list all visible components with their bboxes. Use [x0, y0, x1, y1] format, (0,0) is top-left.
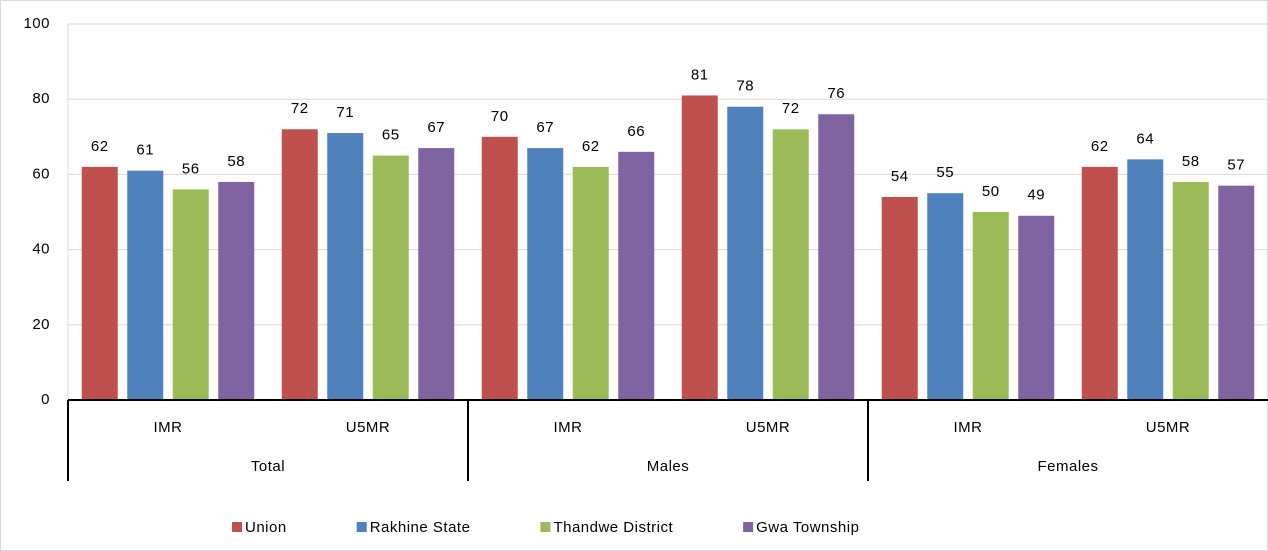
- bar: [327, 133, 364, 401]
- group-label: Males: [647, 458, 690, 475]
- value-label: 78: [736, 78, 754, 95]
- bar: [772, 129, 809, 400]
- value-label: 70: [491, 108, 509, 125]
- bar: [1172, 181, 1209, 400]
- bar: [618, 151, 655, 400]
- legend-swatch: [232, 522, 242, 532]
- value-label: 65: [382, 127, 400, 144]
- value-label: 50: [982, 183, 1000, 200]
- bar: [572, 166, 609, 400]
- bar: [418, 148, 455, 400]
- bar: [881, 196, 918, 400]
- value-label: 64: [1136, 130, 1154, 147]
- value-label: 66: [627, 123, 645, 140]
- bar: [218, 181, 255, 400]
- legend-swatch: [356, 522, 367, 532]
- x-tick-label: U5MR: [1146, 419, 1191, 436]
- y-tick-label: 100: [23, 15, 50, 32]
- value-label: 62: [91, 138, 109, 155]
- group-label: Females: [1037, 458, 1098, 475]
- value-label: 81: [691, 66, 709, 83]
- value-label: 61: [136, 142, 154, 159]
- bar: [818, 114, 855, 401]
- bar: [1218, 185, 1255, 400]
- value-label: 72: [782, 100, 800, 117]
- y-tick-label: 60: [32, 165, 50, 182]
- bar: [1127, 159, 1164, 400]
- bar: [481, 136, 518, 401]
- y-tick-label: 40: [32, 241, 50, 258]
- value-label: 67: [536, 119, 554, 136]
- value-label: 67: [427, 119, 445, 136]
- y-tick-label: 20: [32, 316, 50, 333]
- value-label: 62: [1091, 138, 1109, 155]
- bar: [1018, 215, 1055, 400]
- bar: [927, 193, 964, 400]
- x-tick-label: IMR: [554, 419, 583, 436]
- value-label: 56: [182, 160, 200, 177]
- value-label: 55: [936, 164, 954, 181]
- bar: [172, 189, 209, 400]
- bar: [527, 148, 564, 400]
- bar: [281, 129, 318, 400]
- value-label: 57: [1227, 157, 1245, 174]
- group-label: Total: [251, 458, 285, 475]
- bar: [1081, 166, 1118, 400]
- legend-swatch: [540, 522, 551, 532]
- value-label: 76: [827, 85, 845, 102]
- y-tick-label: 0: [41, 391, 50, 408]
- bar: [972, 212, 1009, 400]
- bar: [81, 166, 118, 400]
- legend-label: Rakhine State: [370, 519, 471, 536]
- value-label: 72: [291, 100, 309, 117]
- legend-label: Thandwe District: [553, 519, 673, 536]
- x-tick-label: IMR: [954, 419, 983, 436]
- legend-swatch: [743, 522, 754, 532]
- value-label: 71: [336, 104, 354, 121]
- bar: [372, 155, 409, 400]
- value-label: 49: [1027, 187, 1045, 204]
- legend-label: Gwa Township: [756, 519, 859, 536]
- x-tick-label: U5MR: [746, 419, 791, 436]
- y-tick-label: 80: [32, 90, 50, 107]
- x-tick-label: IMR: [154, 419, 183, 436]
- legend-label: Union: [245, 519, 287, 536]
- value-label: 62: [582, 138, 600, 155]
- x-tick-label: U5MR: [346, 419, 391, 436]
- value-label: 58: [1182, 153, 1200, 170]
- value-label: 54: [891, 168, 909, 185]
- value-label: 58: [227, 153, 245, 170]
- bar: [727, 106, 764, 400]
- bar: [127, 170, 164, 400]
- bar: [681, 95, 718, 400]
